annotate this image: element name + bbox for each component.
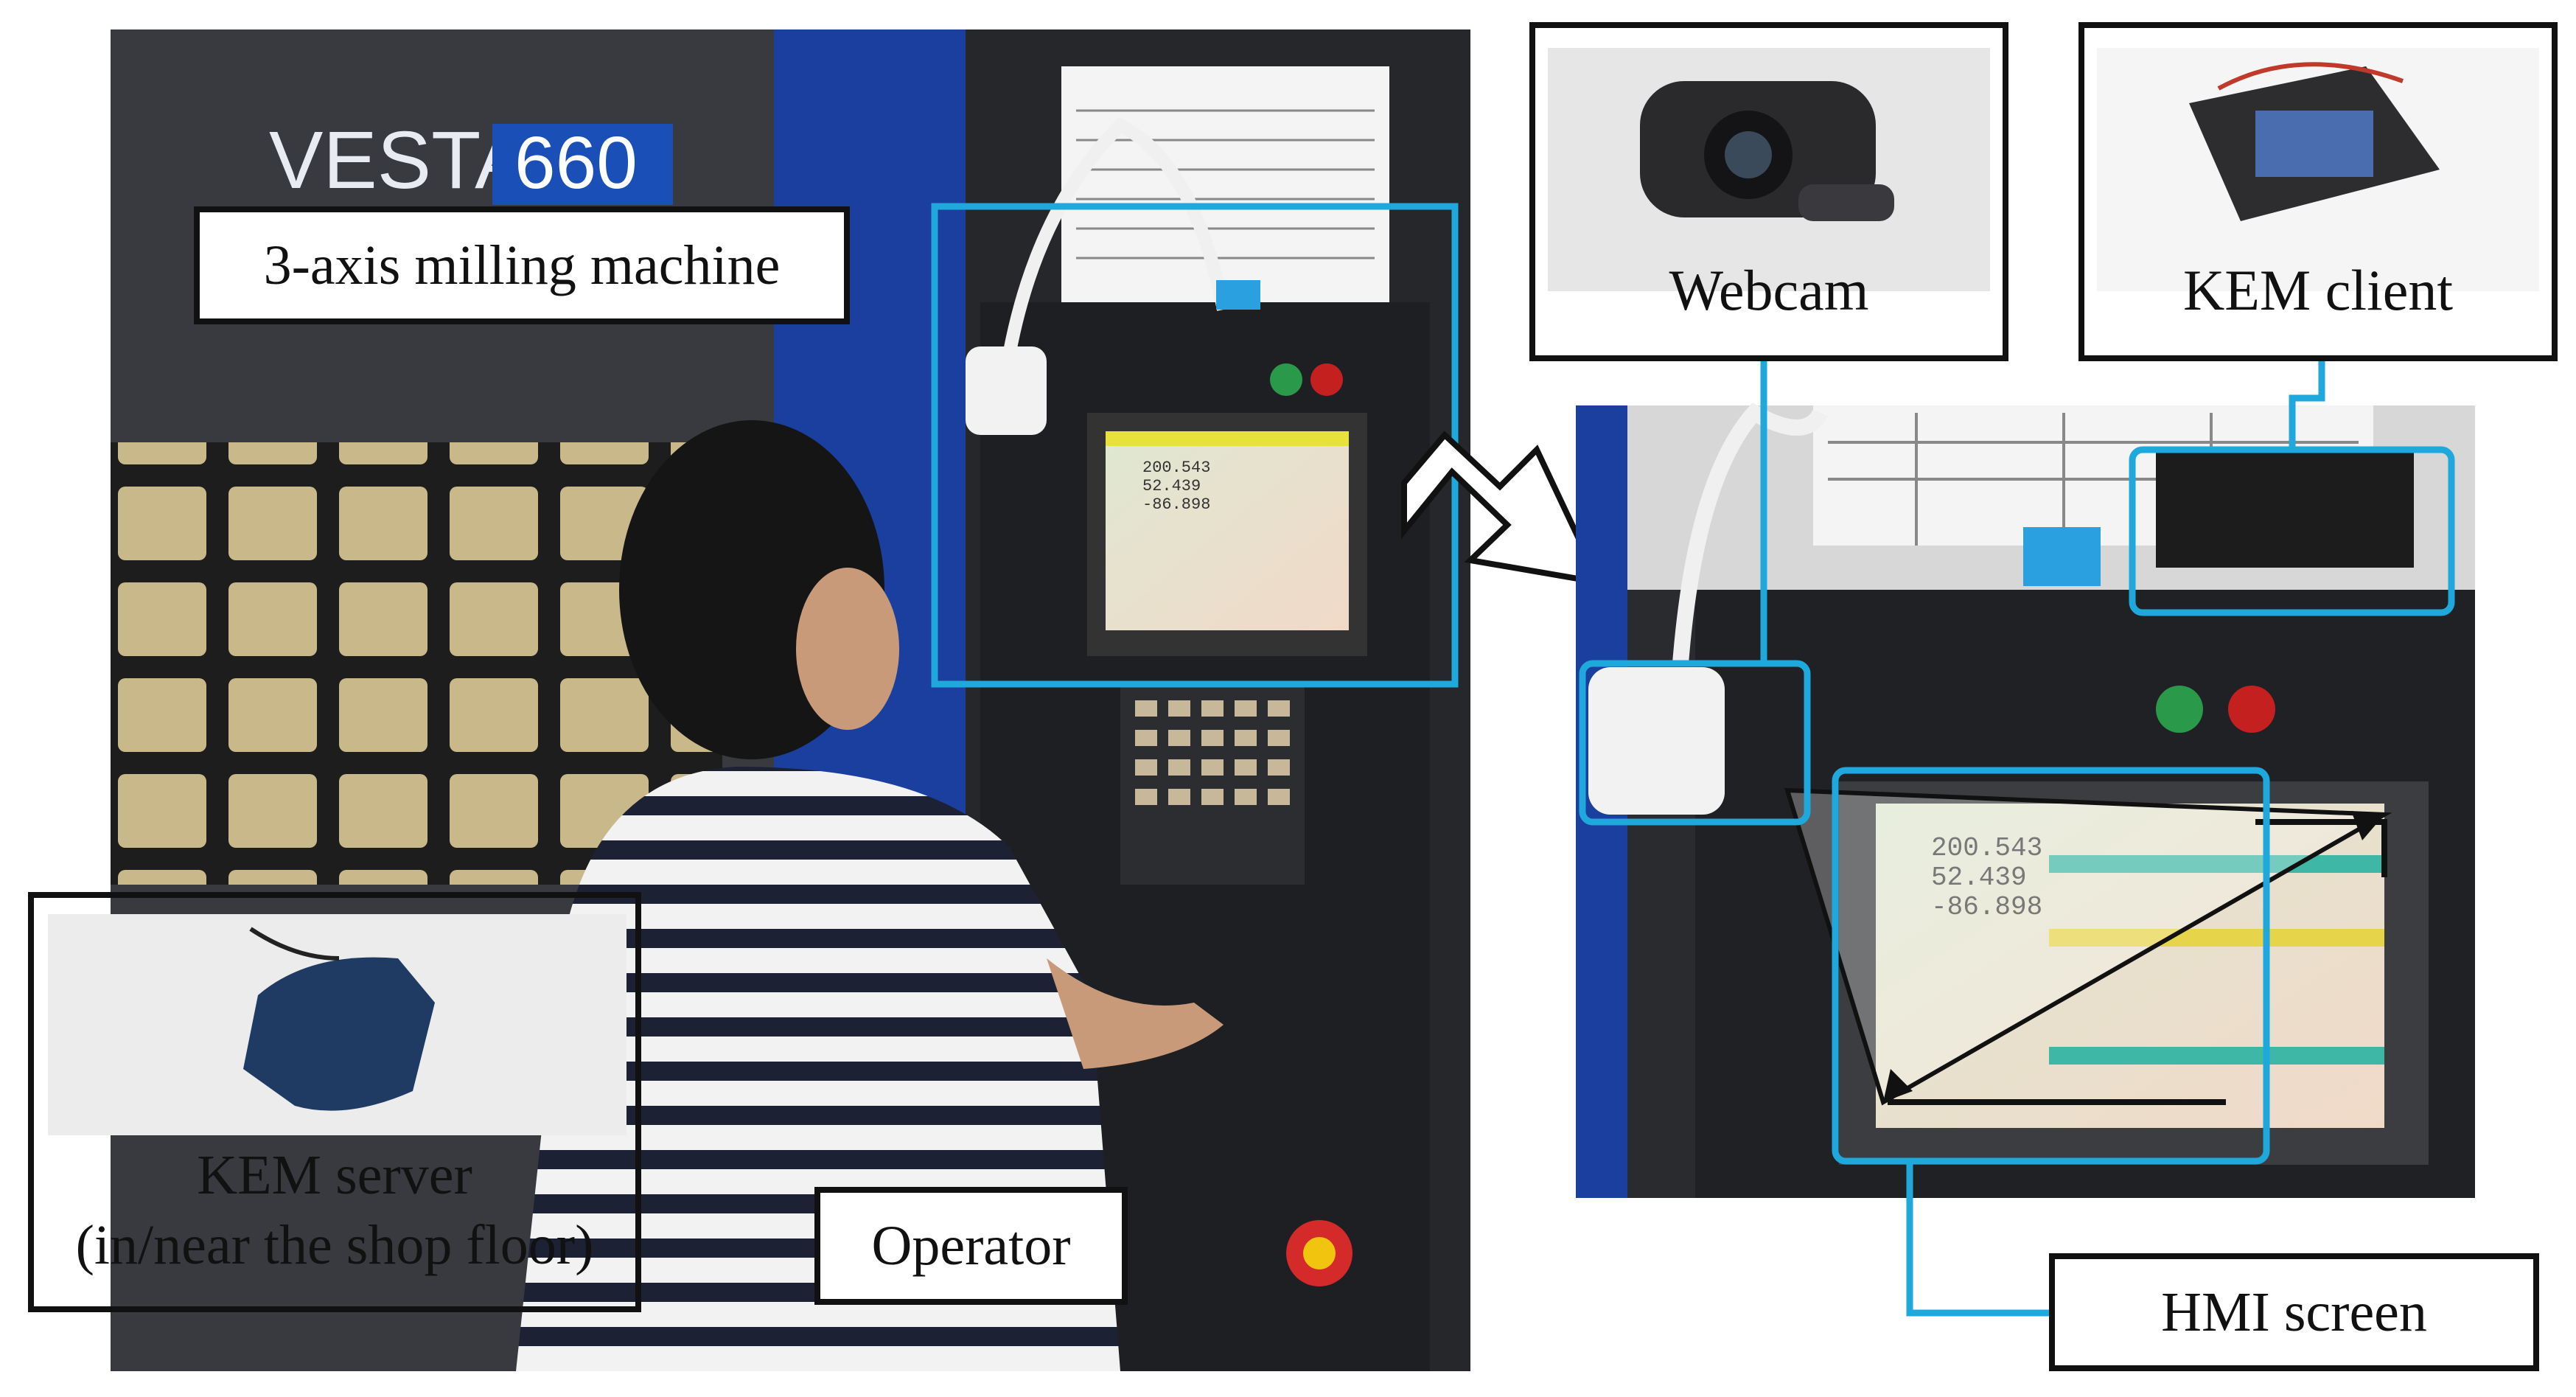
svg-text:200.543: 200.543: [1931, 833, 2042, 863]
hmi-readout-y: 52.439: [1142, 477, 1201, 495]
label-kem-client: KEM client: [2078, 22, 2558, 361]
label-kem-server: KEM server (in/near the shop floor): [28, 892, 641, 1312]
hmi-display: [1106, 431, 1349, 630]
label-operator-text: Operator: [871, 1214, 1071, 1277]
paper-sheet: [1061, 66, 1389, 302]
svg-text:52.439: 52.439: [1931, 863, 2027, 893]
kem-server-product-image: [48, 914, 626, 1135]
detail-photo: 200.543 52.439 -86.898: [1576, 403, 2475, 1198]
label-milling-machine-text: 3-axis milling machine: [263, 234, 781, 296]
label-milling-machine: 3-axis milling machine: [194, 206, 850, 324]
highlight-box-hmi: [1832, 767, 2270, 1165]
kem-client-device: [2156, 450, 2414, 568]
label-operator: Operator: [814, 1187, 1128, 1305]
zoom-arrow-icon: [1401, 431, 1605, 587]
svg-text:-86.898: -86.898: [1931, 892, 2042, 922]
screen-crop-mark-top: [2255, 819, 2387, 877]
label-hmi-screen-text: HMI screen: [2161, 1281, 2427, 1343]
red-button: [1310, 363, 1343, 396]
keypad: [1120, 686, 1305, 885]
machine-model-text: 660: [514, 122, 638, 204]
machine-model-badge: [492, 124, 673, 205]
machine-brand-text: VESTA: [269, 115, 529, 206]
label-kem-server-subtitle: (in/near the shop floor): [75, 1214, 594, 1276]
green-button: [1270, 363, 1302, 396]
webcam-product-image: [1548, 48, 1990, 291]
keypad-keys: [1135, 700, 1290, 805]
label-hmi-screen: HMI screen: [2049, 1253, 2539, 1371]
label-kem-client-text: KEM client: [2182, 257, 2454, 322]
connector-hmi: [1906, 1161, 2055, 1317]
hmi-readout-x: 200.543: [1142, 459, 1210, 477]
machine-door-grille: [111, 442, 722, 885]
kem-client-product-image: [2097, 48, 2539, 291]
webcam-clip-detail: [1588, 667, 1725, 815]
label-kem-server-title: KEM server: [197, 1144, 472, 1206]
paper-sheet-lines: [1076, 109, 1375, 259]
label-webcam: Webcam: [1529, 22, 2008, 361]
label-webcam-text: Webcam: [1669, 257, 1869, 322]
connector-client: [2289, 358, 2325, 451]
webcam-clip: [966, 346, 1047, 435]
hmi-readout-z: -86.898: [1142, 495, 1210, 514]
screen-crop-mark-bottom: [1888, 1091, 2226, 1105]
highlight-box-webcam: [1579, 660, 1811, 826]
